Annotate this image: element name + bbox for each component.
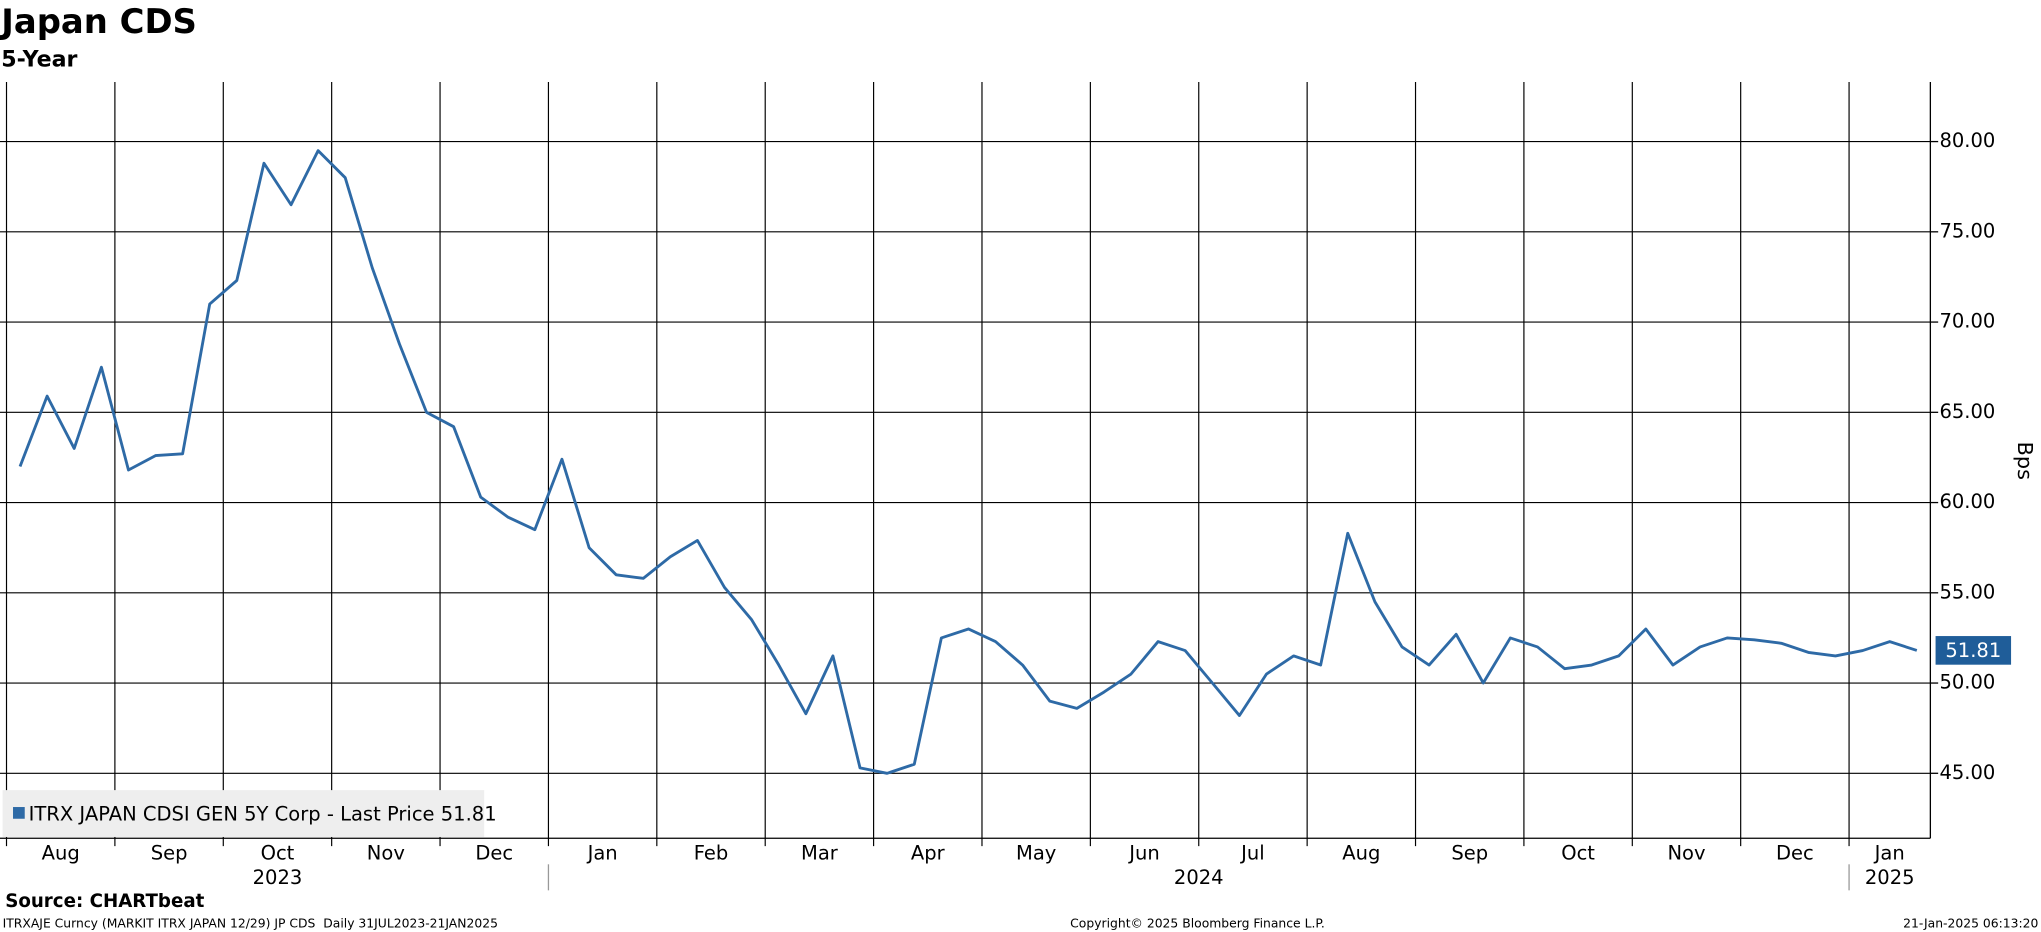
chart-title: Japan CDS xyxy=(0,2,197,41)
year-label: 2023 xyxy=(253,866,303,889)
x-tick-label: Jan xyxy=(586,841,618,864)
last-price-box xyxy=(1935,636,2012,665)
x-tick-label: May xyxy=(1016,841,1056,864)
x-tick-label: Sep xyxy=(1451,841,1488,864)
x-tick-label: Feb xyxy=(694,841,729,864)
x-tick-label: Sep xyxy=(151,841,188,864)
y-axis-label: Bps xyxy=(2013,442,2037,480)
y-tick-label: 80.00 xyxy=(1939,129,1995,152)
y-tick-label: 75.00 xyxy=(1939,219,1995,242)
legend-swatch xyxy=(13,807,25,819)
footer-center: Copyright© 2025 Bloomberg Finance L.P. xyxy=(1070,917,1325,931)
legend-label: ITRX JAPAN CDSI GEN 5Y Corp - Last Price… xyxy=(29,802,497,825)
y-tick-label: 65.00 xyxy=(1939,400,1995,423)
footer-right: 21-Jan-2025 06:13:20 xyxy=(1903,917,2038,931)
x-tick-label: Dec xyxy=(1776,841,1814,864)
x-tick-label: Jul xyxy=(1239,841,1265,864)
y-tick-label: 70.00 xyxy=(1939,310,1995,333)
x-tick-label: Aug xyxy=(42,841,80,864)
x-tick-label: Jun xyxy=(1127,841,1160,864)
x-tick-label: Oct xyxy=(1561,841,1595,864)
y-tick-label: 50.00 xyxy=(1939,671,1995,694)
x-tick-label: Mar xyxy=(801,841,839,864)
last-price-label: 51.81 xyxy=(1945,639,2001,662)
footer-left: ITRXAJE Curncy (MARKIT ITRX JAPAN 12/29)… xyxy=(3,917,498,931)
x-tick-label: Jan xyxy=(1873,841,1905,864)
legend-box xyxy=(2,790,485,837)
x-tick-label: Oct xyxy=(261,841,295,864)
year-label: 2025 xyxy=(1865,866,1915,889)
y-tick-label: 60.00 xyxy=(1939,490,1995,513)
chart-subtitle: 5-Year xyxy=(1,46,77,72)
x-tick-label: Nov xyxy=(1667,841,1705,864)
x-tick-label: Nov xyxy=(367,841,405,864)
y-tick-label: 45.00 xyxy=(1939,761,1995,784)
x-tick-label: Apr xyxy=(911,841,946,864)
x-tick-label: Dec xyxy=(475,841,513,864)
series-line xyxy=(18,149,1918,775)
year-label: 2024 xyxy=(1174,866,1224,889)
x-tick-label: Aug xyxy=(1342,841,1380,864)
source: Source: CHARTbeat xyxy=(5,891,204,912)
y-tick-label: 55.00 xyxy=(1939,580,1995,603)
